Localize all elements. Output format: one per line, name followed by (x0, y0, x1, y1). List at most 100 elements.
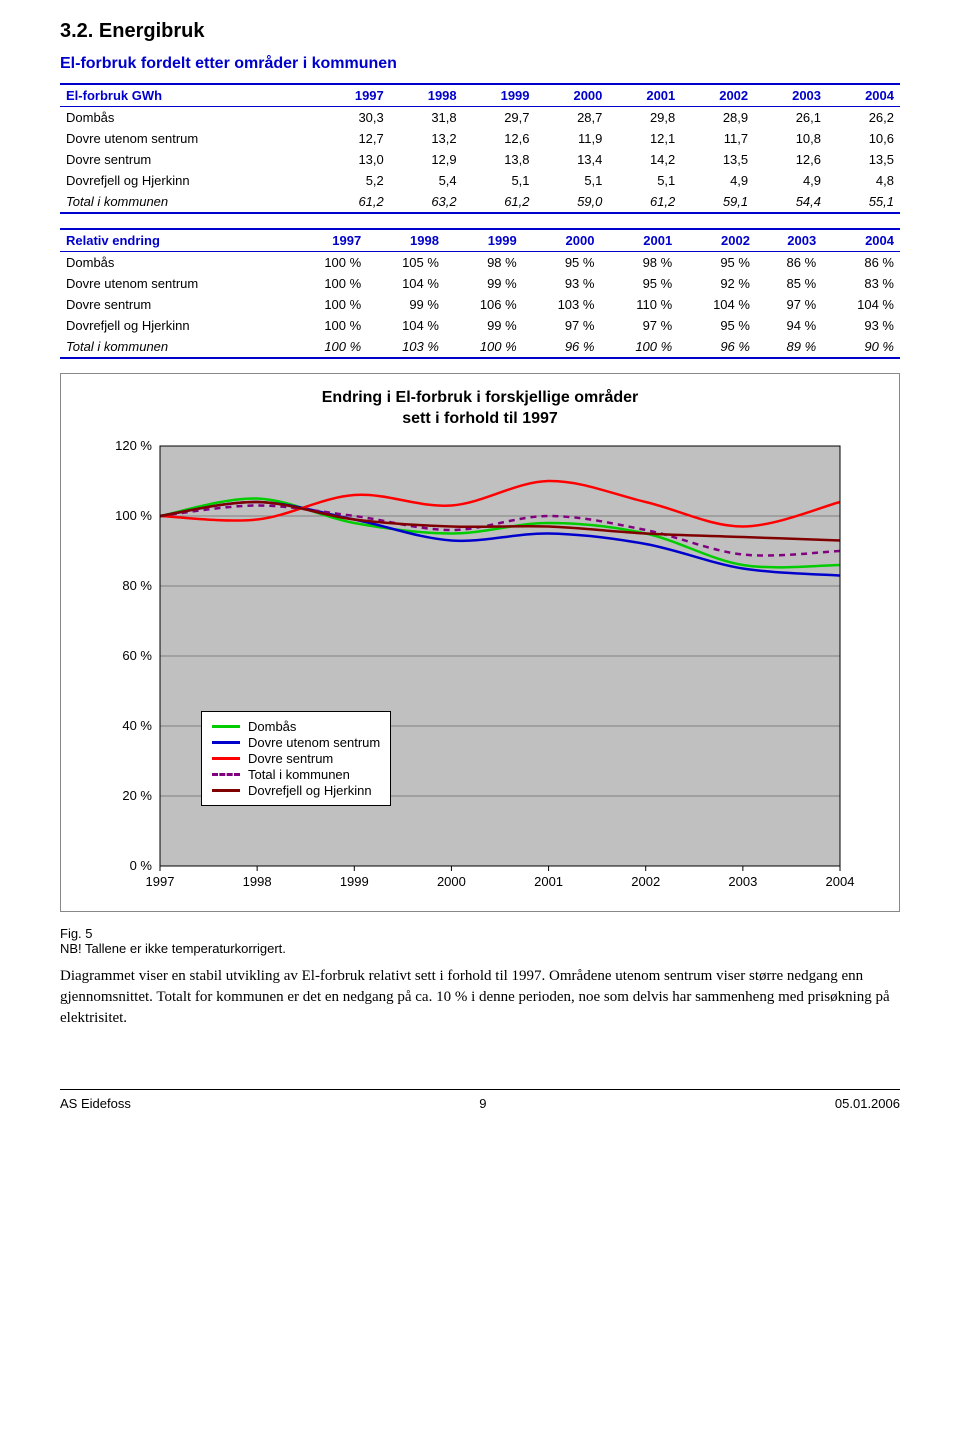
cell-value: 13,5 (681, 149, 754, 170)
cell-value: 31,8 (390, 107, 463, 129)
fig-nb: NB! Tallene er ikke temperaturkorrigert. (60, 941, 286, 956)
svg-text:120 %: 120 % (115, 438, 152, 453)
cell-value: 4,8 (827, 170, 900, 191)
cell-value: 92 % (678, 273, 756, 294)
legend-swatch (212, 725, 240, 728)
cell-value: 83 % (822, 273, 900, 294)
cell-value: 4,9 (754, 170, 827, 191)
table-row: Total i kommunen100 %103 %100 %96 %100 %… (60, 336, 900, 358)
table-relativ: Relativ endring1997199819992000200120022… (60, 228, 900, 359)
cell-value: 96 % (678, 336, 756, 358)
chart-title-line2: sett i forhold til 1997 (402, 410, 558, 427)
table-header-year: 1997 (289, 229, 367, 252)
cell-value: 85 % (756, 273, 822, 294)
svg-text:0 %: 0 % (130, 858, 153, 873)
table-row: Dovre sentrum13,012,913,813,414,213,512,… (60, 149, 900, 170)
cell-value: 99 % (367, 294, 445, 315)
chart-title: Endring i El-forbruk i forskjellige områ… (81, 388, 879, 430)
cell-value: 14,2 (608, 149, 681, 170)
cell-value: 97 % (600, 315, 678, 336)
row-label: Dovrefjell og Hjerkinn (60, 170, 317, 191)
table-row: Dombås30,331,829,728,729,828,926,126,2 (60, 107, 900, 129)
table-header-year: 1997 (317, 84, 390, 107)
svg-text:1997: 1997 (146, 874, 175, 889)
table-header-year: 2001 (608, 84, 681, 107)
legend-swatch (212, 789, 240, 792)
row-label: Dovre utenom sentrum (60, 128, 317, 149)
svg-text:2003: 2003 (728, 874, 757, 889)
cell-value: 95 % (600, 273, 678, 294)
legend-label: Dovre utenom sentrum (248, 735, 380, 750)
row-label: Dombås (60, 252, 289, 274)
cell-value: 5,1 (536, 170, 609, 191)
figure-caption: Fig. 5 NB! Tallene er ikke temperaturkor… (60, 926, 900, 956)
cell-value: 5,1 (463, 170, 536, 191)
cell-value: 100 % (289, 252, 367, 274)
cell-value: 59,1 (681, 191, 754, 213)
svg-text:100 %: 100 % (115, 508, 152, 523)
legend-label: Dombås (248, 719, 296, 734)
cell-value: 12,7 (317, 128, 390, 149)
cell-value: 10,8 (754, 128, 827, 149)
cell-value: 100 % (289, 336, 367, 358)
cell-value: 96 % (523, 336, 601, 358)
legend-label: Dovre sentrum (248, 751, 333, 766)
cell-value: 29,8 (608, 107, 681, 129)
cell-value: 86 % (822, 252, 900, 274)
cell-value: 63,2 (390, 191, 463, 213)
cell-value: 30,3 (317, 107, 390, 129)
cell-value: 100 % (289, 294, 367, 315)
legend-item: Dovre utenom sentrum (212, 735, 380, 750)
chart-frame: Endring i El-forbruk i forskjellige områ… (60, 373, 900, 912)
footer-right: 05.01.2006 (835, 1096, 900, 1111)
svg-text:80 %: 80 % (122, 578, 152, 593)
row-label: Dovre utenom sentrum (60, 273, 289, 294)
cell-value: 13,8 (463, 149, 536, 170)
footer-center: 9 (479, 1096, 486, 1111)
chart-title-line1: Endring i El-forbruk i forskjellige områ… (322, 389, 639, 406)
cell-value: 100 % (445, 336, 523, 358)
cell-value: 13,0 (317, 149, 390, 170)
footer-left: AS Eidefoss (60, 1096, 131, 1111)
legend-swatch (212, 741, 240, 744)
svg-text:20 %: 20 % (122, 788, 152, 803)
table-header-label: Relativ endring (60, 229, 289, 252)
cell-value: 26,1 (754, 107, 827, 129)
svg-text:1998: 1998 (243, 874, 272, 889)
cell-value: 28,7 (536, 107, 609, 129)
legend-item: Dombås (212, 719, 380, 734)
table-row: Dovre utenom sentrum100 %104 %99 %93 %95… (60, 273, 900, 294)
svg-text:2002: 2002 (631, 874, 660, 889)
cell-value: 104 % (678, 294, 756, 315)
cell-value: 5,4 (390, 170, 463, 191)
legend-swatch (212, 773, 240, 776)
cell-value: 12,6 (463, 128, 536, 149)
legend-item: Dovre sentrum (212, 751, 380, 766)
page-footer: AS Eidefoss 9 05.01.2006 (60, 1089, 900, 1111)
body-paragraph: Diagrammet viser en stabil utvikling av … (60, 966, 900, 1029)
legend-label: Total i kommunen (248, 767, 350, 782)
svg-text:2004: 2004 (826, 874, 855, 889)
table-header-year: 1998 (390, 84, 463, 107)
legend-label: Dovrefjell og Hjerkinn (248, 783, 372, 798)
table-header-year: 2000 (523, 229, 601, 252)
cell-value: 99 % (445, 315, 523, 336)
cell-value: 94 % (756, 315, 822, 336)
cell-value: 55,1 (827, 191, 900, 213)
table-gwh: El-forbruk GWh19971998199920002001200220… (60, 83, 900, 214)
svg-text:2000: 2000 (437, 874, 466, 889)
cell-value: 95 % (523, 252, 601, 274)
cell-value: 12,1 (608, 128, 681, 149)
table-header-year: 1998 (367, 229, 445, 252)
table-header-year: 2003 (756, 229, 822, 252)
cell-value: 103 % (523, 294, 601, 315)
table-header-year: 2001 (600, 229, 678, 252)
row-label: Dovre sentrum (60, 294, 289, 315)
cell-value: 110 % (600, 294, 678, 315)
table-row: Total i kommunen61,263,261,259,061,259,1… (60, 191, 900, 213)
legend-item: Total i kommunen (212, 767, 380, 782)
cell-value: 13,2 (390, 128, 463, 149)
cell-value: 5,1 (608, 170, 681, 191)
table-row: Dombås100 %105 %98 %95 %98 %95 %86 %86 % (60, 252, 900, 274)
table-row: Dovre sentrum100 %99 %106 %103 %110 %104… (60, 294, 900, 315)
